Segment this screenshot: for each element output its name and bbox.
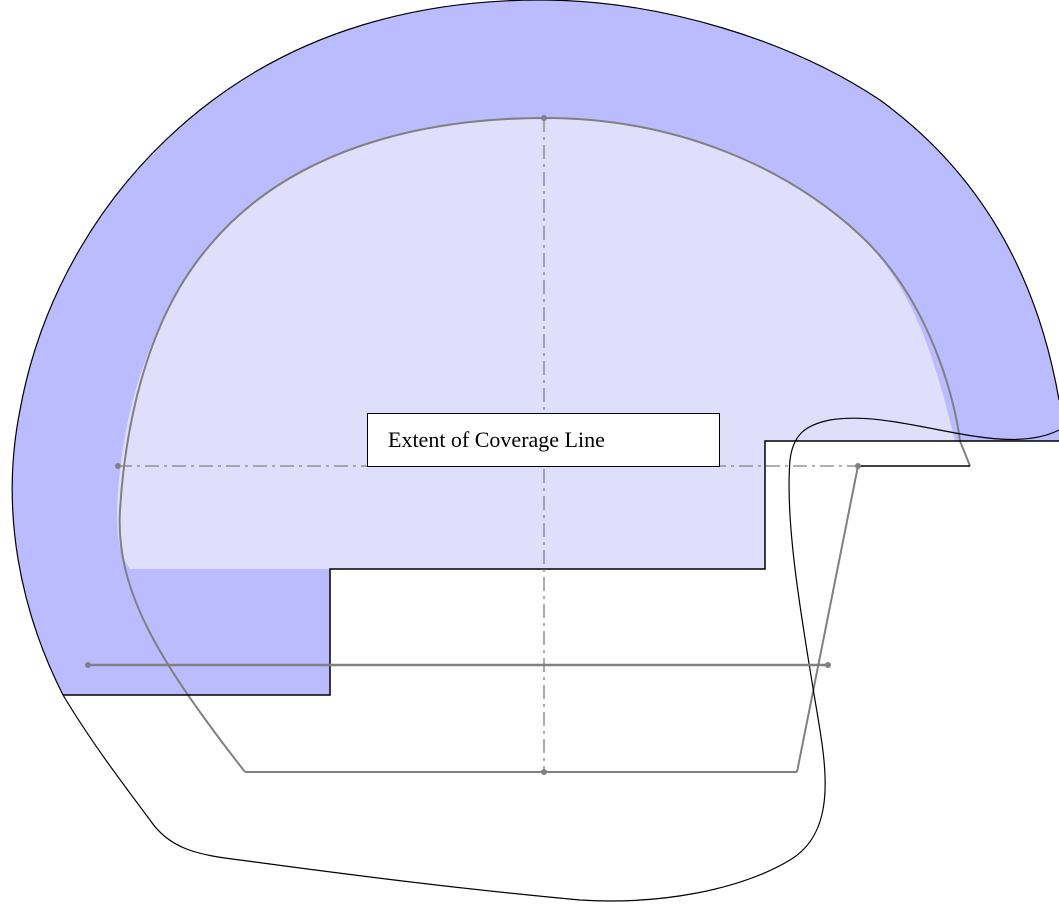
coverage-line-label-text: Extent of Coverage Line (388, 427, 605, 452)
test-line-right-point (825, 662, 831, 668)
outer-head-outline (62, 417, 1059, 902)
outer-head-left-edge (11, 0, 1059, 696)
bottom-center-point (541, 769, 547, 775)
left-reference-point (115, 463, 121, 469)
coverage-boundary-line (63, 440, 1059, 696)
top-center-point (541, 115, 547, 121)
inner-head-lower-right (796, 465, 859, 773)
inner-head-region (117, 118, 955, 569)
test-line-left-point (85, 662, 91, 668)
coverage-line-label: Extent of Coverage Line (367, 413, 720, 467)
inner-head-outline (118, 116, 971, 773)
right-reference-point (855, 463, 861, 469)
